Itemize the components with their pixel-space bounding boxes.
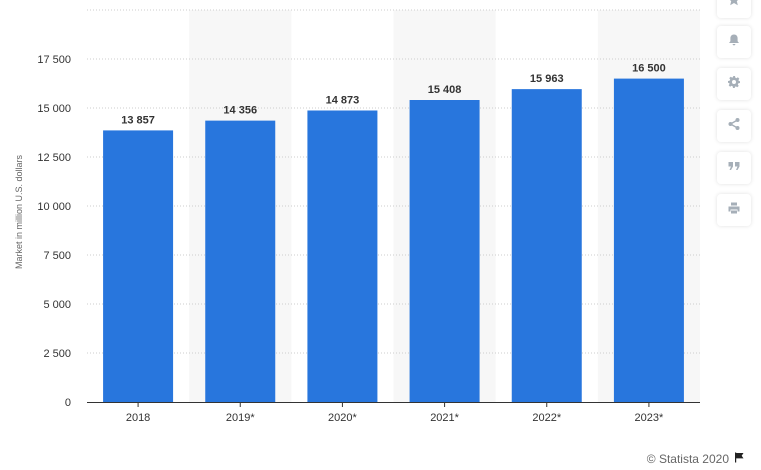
gear-icon	[727, 75, 741, 94]
y-tick-label: 7 500	[43, 250, 71, 262]
data-label: 15 408	[428, 84, 462, 96]
y-tick-label: 0	[65, 397, 71, 409]
notification-button[interactable]	[717, 26, 751, 58]
bar[interactable]	[613, 78, 684, 402]
x-tick-label: 2022*	[532, 412, 561, 424]
side-toolbar	[717, 0, 751, 230]
y-tick-label: 2 500	[43, 348, 71, 360]
credit-text: © Statista 2020	[646, 452, 729, 466]
x-axis-ticks: 2018 2019* 2020* 2021* 2022* 2023*	[126, 402, 664, 424]
y-tick-label: 10 000	[37, 201, 71, 213]
cite-button[interactable]	[717, 152, 751, 184]
y-tick-label: 5 000	[43, 299, 71, 311]
x-tick-label: 2023*	[635, 412, 664, 424]
bell-icon	[727, 33, 741, 52]
x-tick-label: 2019*	[226, 412, 255, 424]
print-button[interactable]	[717, 194, 751, 226]
share-icon	[727, 117, 741, 136]
bar[interactable]	[103, 130, 174, 402]
data-label: 16 500	[632, 63, 666, 75]
bars	[103, 78, 684, 403]
bar[interactable]	[511, 89, 582, 403]
gridlines	[87, 9, 700, 354]
settings-button[interactable]	[717, 68, 751, 100]
bar[interactable]	[205, 120, 276, 402]
flag-icon	[734, 452, 745, 466]
star-icon	[727, 0, 741, 12]
quote-icon	[727, 159, 741, 178]
y-axis-title: Market in million U.S. dollars	[14, 154, 24, 269]
bar[interactable]	[409, 100, 480, 402]
y-axis-ticks: 0 2 500 5 000 7 500 10 000 12 500 15 000 17 500	[37, 54, 71, 409]
y-tick-label: 15 000	[37, 103, 71, 115]
data-label: 14 356	[223, 105, 257, 117]
data-label: 13 857	[121, 114, 155, 126]
x-tick-label: 2020*	[328, 412, 357, 424]
data-labels: 13 857 14 356 14 873 15 408 15 963 16 500	[121, 63, 665, 127]
statista-credit[interactable]: © Statista 2020	[647, 452, 745, 466]
x-tick-label: 2021*	[430, 412, 459, 424]
y-tick-label: 12 500	[37, 152, 71, 164]
x-tick-label: 2018	[126, 412, 150, 424]
share-button[interactable]	[717, 110, 751, 142]
print-icon	[727, 201, 741, 220]
bar[interactable]	[307, 110, 378, 402]
data-label: 14 873	[326, 94, 360, 106]
y-tick-label: 17 500	[37, 54, 71, 66]
data-label: 15 963	[530, 73, 564, 85]
bookmark-button[interactable]	[717, 0, 751, 18]
